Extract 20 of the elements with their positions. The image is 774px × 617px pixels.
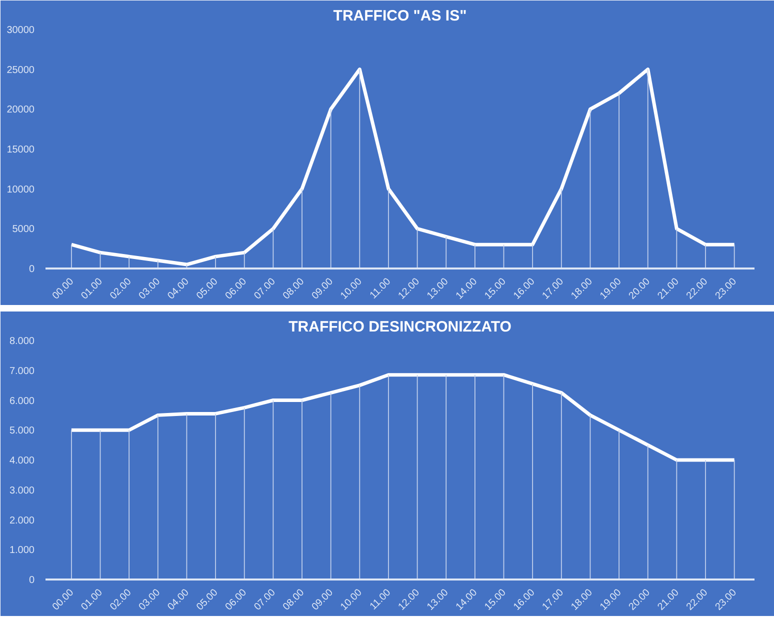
- y-tick-label: 30000: [6, 25, 35, 36]
- y-tick-label: 7.000: [9, 366, 35, 377]
- y-tick-label: 5000: [12, 224, 35, 236]
- y-tick-label: 10000: [6, 184, 35, 196]
- chart-title: TRAFFICO "AS IS": [333, 8, 467, 24]
- y-tick-label: 5.000: [9, 426, 35, 437]
- chart-title: TRAFFICO DESINCRONIZZATO: [288, 318, 512, 336]
- line-series: [70, 68, 736, 266]
- y-tick-label: 20000: [6, 104, 35, 116]
- y-tick-label: 4.000: [9, 456, 35, 466]
- y-tick-label: 25000: [6, 64, 35, 76]
- line-series: [70, 373, 736, 462]
- y-tick-label: 0: [28, 264, 35, 275]
- y-tick-label: 0: [28, 575, 35, 586]
- y-tick-label: 8.000: [9, 336, 35, 347]
- y-tick-label: 2.000: [9, 515, 35, 526]
- y-tick-label: 1.000: [9, 545, 35, 556]
- y-tick-label: 3.000: [9, 485, 35, 496]
- y-tick-label: 6.000: [9, 396, 35, 407]
- y-tick-label: 15000: [6, 144, 35, 156]
